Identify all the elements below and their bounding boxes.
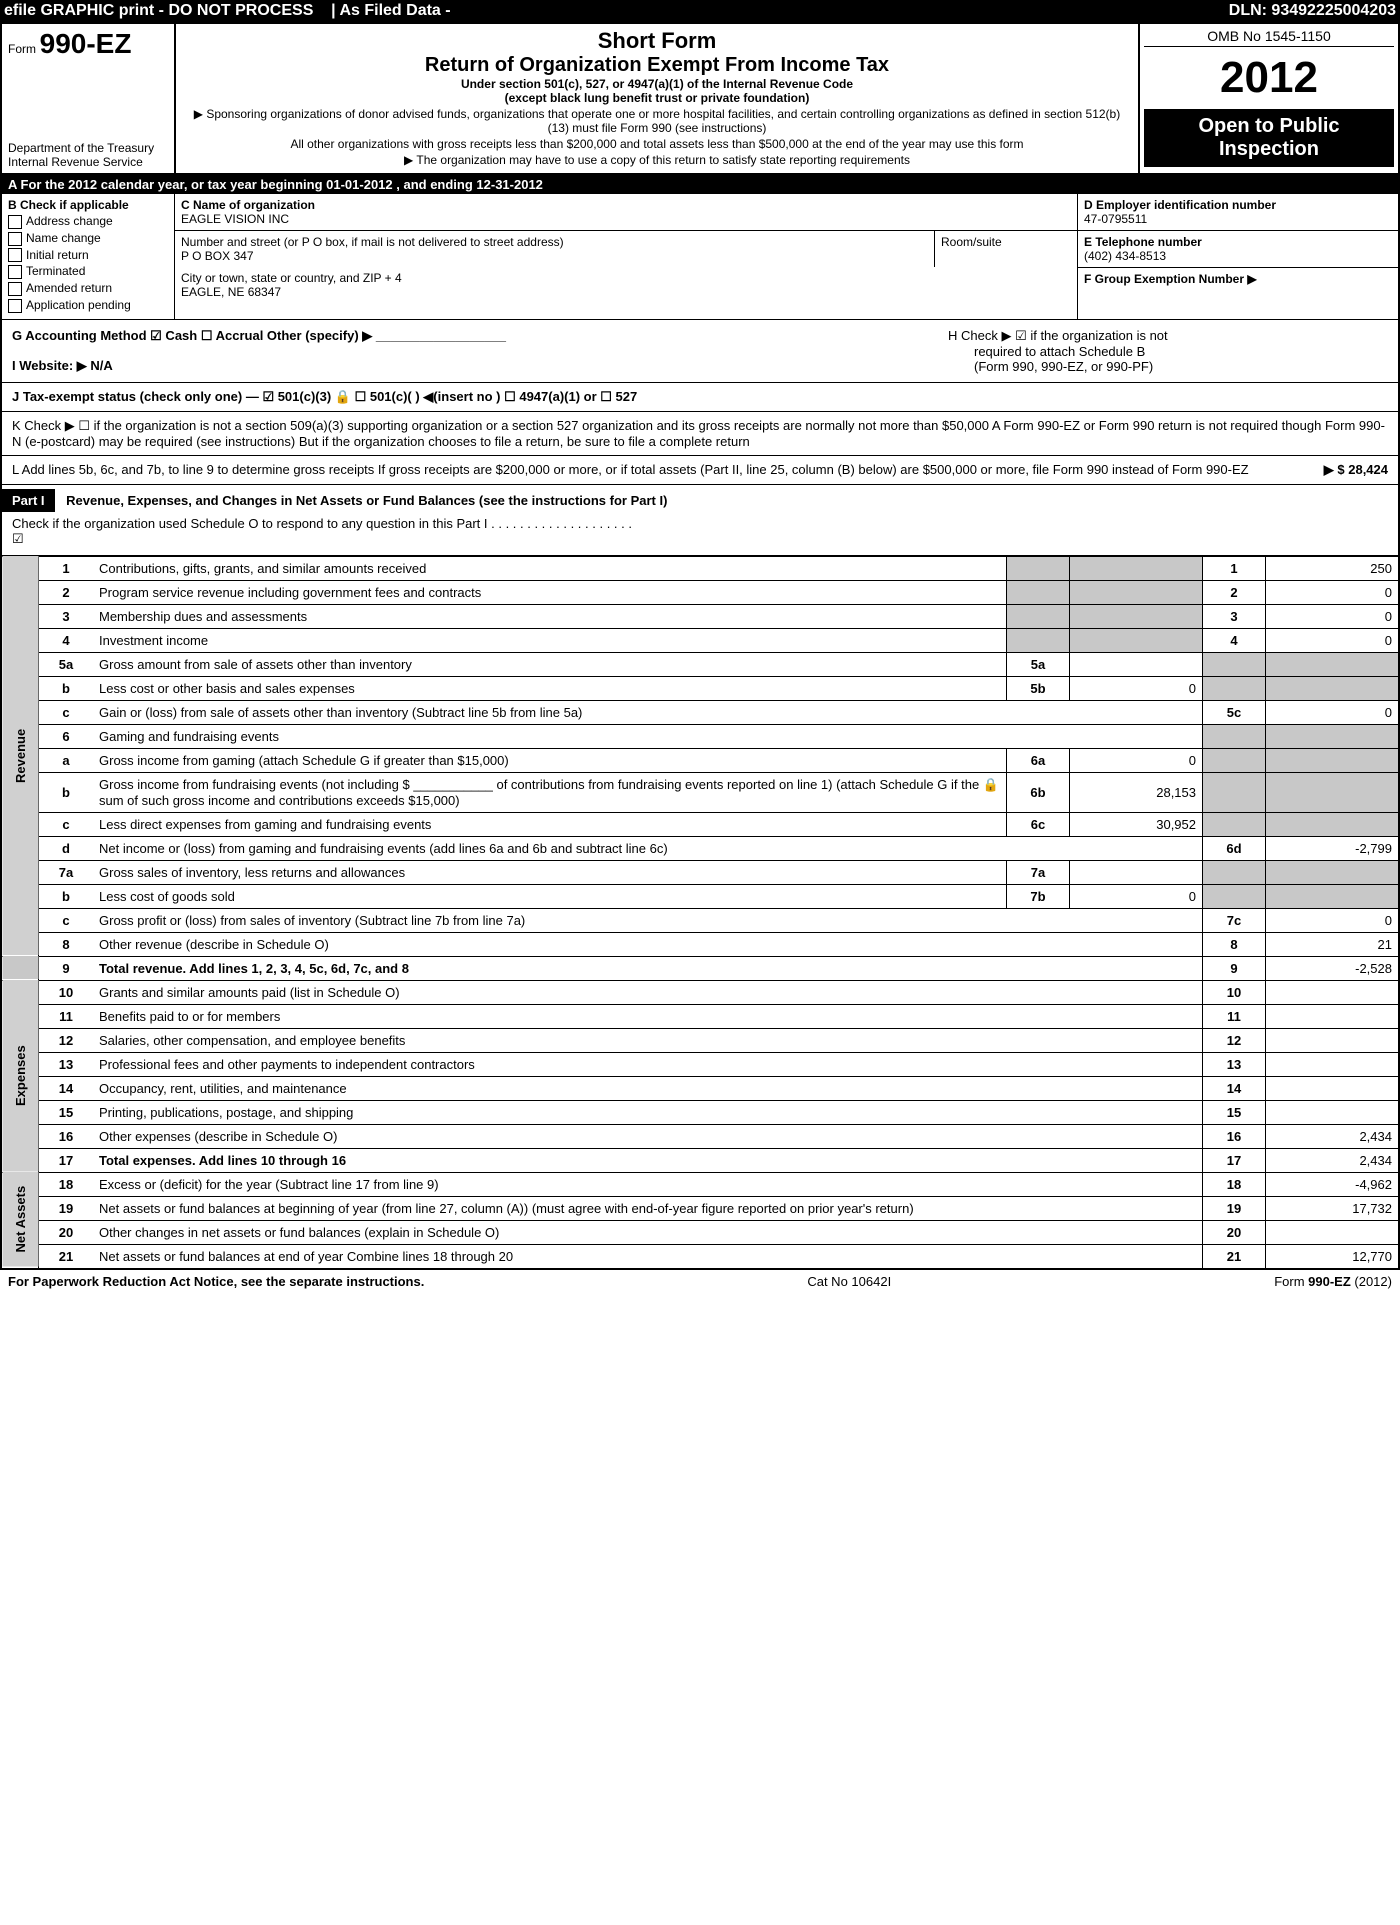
note3: ▶ The organization may have to use a cop… bbox=[184, 153, 1130, 167]
line-5b-desc: Less cost or other basis and sales expen… bbox=[93, 676, 1007, 700]
d-label: D Employer identification number bbox=[1084, 198, 1392, 212]
open-public-1: Open to Public bbox=[1150, 115, 1388, 138]
line-1-box: 1 bbox=[1203, 556, 1266, 580]
col-d: D Employer identification number 47-0795… bbox=[1077, 194, 1398, 319]
chk-amended-return[interactable]: Amended return bbox=[8, 281, 168, 296]
line-9-desc: Total revenue. Add lines 1, 2, 3, 4, 5c,… bbox=[93, 956, 1203, 980]
short-form: Short Form bbox=[184, 28, 1130, 54]
subline1: Under section 501(c), 527, or 4947(a)(1)… bbox=[184, 77, 1130, 91]
note2: All other organizations with gross recei… bbox=[184, 137, 1130, 151]
bcd-row: B Check if applicable Address change Nam… bbox=[2, 194, 1398, 320]
note1: ▶ Sponsoring organizations of donor advi… bbox=[184, 107, 1130, 135]
chk-terminated[interactable]: Terminated bbox=[8, 264, 168, 279]
line-7c-desc: Gross profit or (loss) from sales of inv… bbox=[93, 908, 1203, 932]
line-7b-desc: Less cost of goods sold bbox=[93, 884, 1007, 908]
f-label: F Group Exemption Number ▶ bbox=[1084, 272, 1392, 286]
e-label: E Telephone number bbox=[1084, 235, 1392, 249]
revenue-side: Revenue bbox=[2, 556, 39, 956]
dept-line2: Internal Revenue Service bbox=[8, 155, 168, 169]
form-outer: Form 990-EZ Department of the Treasury I… bbox=[0, 22, 1400, 1270]
k-line: K Check ▶ ☐ if the organization is not a… bbox=[2, 412, 1398, 456]
l-block: L Add lines 5b, 6c, and 7b, to line 9 to… bbox=[2, 456, 1398, 485]
part-i-check-line: Check if the organization used Schedule … bbox=[12, 516, 632, 531]
row-a: A For the 2012 calendar year, or tax yea… bbox=[2, 175, 1398, 194]
g-line: G Accounting Method ☑ Cash ☐ Accrual Oth… bbox=[12, 328, 928, 344]
open-public: Open to Public Inspection bbox=[1144, 109, 1394, 167]
chk-name-change[interactable]: Name change bbox=[8, 231, 168, 246]
top-bar: efile GRAPHIC print - DO NOT PROCESS | A… bbox=[0, 0, 1400, 22]
dept-line1: Department of the Treasury bbox=[8, 141, 168, 155]
col-c: C Name of organization EAGLE VISION INC … bbox=[175, 194, 1077, 319]
return-title: Return of Organization Exempt From Incom… bbox=[184, 54, 1130, 77]
form-prefix: Form bbox=[8, 42, 36, 56]
topbar-right: DLN: 93492225004203 bbox=[1229, 2, 1396, 20]
org-name: EAGLE VISION INC bbox=[181, 212, 1071, 226]
j-line: J Tax-exempt status (check only one) — ☑… bbox=[2, 383, 1398, 412]
line-6d-desc: Net income or (loss) from gaming and fun… bbox=[93, 836, 1203, 860]
footer-center: Cat No 10642I bbox=[807, 1274, 891, 1289]
line-5c-desc: Gain or (loss) from sale of assets other… bbox=[93, 700, 1203, 724]
footer-left: For Paperwork Reduction Act Notice, see … bbox=[8, 1274, 424, 1289]
line-4-desc: Investment income bbox=[93, 628, 1007, 652]
chk-initial-return[interactable]: Initial return bbox=[8, 248, 168, 263]
h-line2: required to attach Schedule B bbox=[948, 344, 1388, 359]
part-i-label: Part I bbox=[2, 489, 55, 512]
line-6a-desc: Gross income from gaming (attach Schedul… bbox=[93, 748, 1007, 772]
line-6b-desc: Gross income from fundraising events (no… bbox=[93, 772, 1007, 812]
topbar-left: efile GRAPHIC print - DO NOT PROCESS | A… bbox=[4, 2, 451, 20]
line-3-desc: Membership dues and assessments bbox=[93, 604, 1007, 628]
year: 2012 bbox=[1144, 47, 1394, 109]
netassets-side: Net Assets bbox=[2, 1172, 39, 1268]
line-8-desc: Other revenue (describe in Schedule O) bbox=[93, 932, 1203, 956]
city: EAGLE, NE 68347 bbox=[181, 285, 1071, 299]
lines-table: Revenue 1 Contributions, gifts, grants, … bbox=[2, 556, 1398, 1268]
h-line3: (Form 990, 990-EZ, or 990-PF) bbox=[948, 359, 1388, 374]
header-row: Form 990-EZ Department of the Treasury I… bbox=[2, 24, 1398, 175]
part-i-title: Revenue, Expenses, and Changes in Net As… bbox=[58, 493, 667, 508]
l-line: L Add lines 5b, 6c, and 7b, to line 9 to… bbox=[12, 462, 1324, 478]
addr: P O BOX 347 bbox=[181, 249, 928, 263]
chk-application-pending[interactable]: Application pending bbox=[8, 298, 168, 313]
expenses-side: Expenses bbox=[2, 980, 39, 1172]
line-6c-desc: Less direct expenses from gaming and fun… bbox=[93, 812, 1007, 836]
header-left: Form 990-EZ Department of the Treasury I… bbox=[2, 24, 176, 173]
line-7a-desc: Gross sales of inventory, less returns a… bbox=[93, 860, 1007, 884]
room-label: Room/suite bbox=[935, 231, 1077, 267]
l-amount: ▶ $ 28,424 bbox=[1324, 462, 1388, 478]
subline2: (except black lung benefit trust or priv… bbox=[184, 91, 1130, 105]
line-1-num: 1 bbox=[39, 556, 94, 580]
col-b-title: B Check if applicable bbox=[8, 198, 168, 212]
part-i-checked: ☑ bbox=[12, 531, 24, 546]
line-10-desc: Grants and similar amounts paid (list in… bbox=[93, 980, 1203, 1004]
line-5a-desc: Gross amount from sale of assets other t… bbox=[93, 652, 1007, 676]
addr-label: Number and street (or P O box, if mail i… bbox=[181, 235, 928, 249]
chk-address-change[interactable]: Address change bbox=[8, 214, 168, 229]
header-center: Short Form Return of Organization Exempt… bbox=[176, 24, 1138, 173]
g-h-row: G Accounting Method ☑ Cash ☐ Accrual Oth… bbox=[2, 320, 1398, 383]
phone: (402) 434-8513 bbox=[1084, 249, 1392, 263]
i-line: I Website: ▶ N/A bbox=[12, 358, 928, 374]
footer-row: For Paperwork Reduction Act Notice, see … bbox=[0, 1270, 1400, 1293]
part-i-row: Part I Revenue, Expenses, and Changes in… bbox=[2, 485, 1398, 556]
header-right: OMB No 1545-1150 2012 Open to Public Ins… bbox=[1138, 24, 1398, 173]
col-b: B Check if applicable Address change Nam… bbox=[2, 194, 175, 319]
footer-right: Form 990-EZ (2012) bbox=[1274, 1274, 1392, 1289]
line-2-desc: Program service revenue including govern… bbox=[93, 580, 1007, 604]
city-label: City or town, state or country, and ZIP … bbox=[181, 271, 1071, 285]
h-line1: H Check ▶ ☑ if the organization is not bbox=[948, 328, 1388, 344]
ein: 47-0795511 bbox=[1084, 212, 1392, 226]
name-label: C Name of organization bbox=[181, 198, 1071, 212]
open-public-2: Inspection bbox=[1150, 138, 1388, 161]
line-1-val: 250 bbox=[1266, 556, 1399, 580]
form-number: 990-EZ bbox=[40, 28, 132, 59]
line-6-desc: Gaming and fundraising events bbox=[93, 724, 1203, 748]
omb: OMB No 1545-1150 bbox=[1144, 28, 1394, 47]
line-1-desc: Contributions, gifts, grants, and simila… bbox=[93, 556, 1007, 580]
